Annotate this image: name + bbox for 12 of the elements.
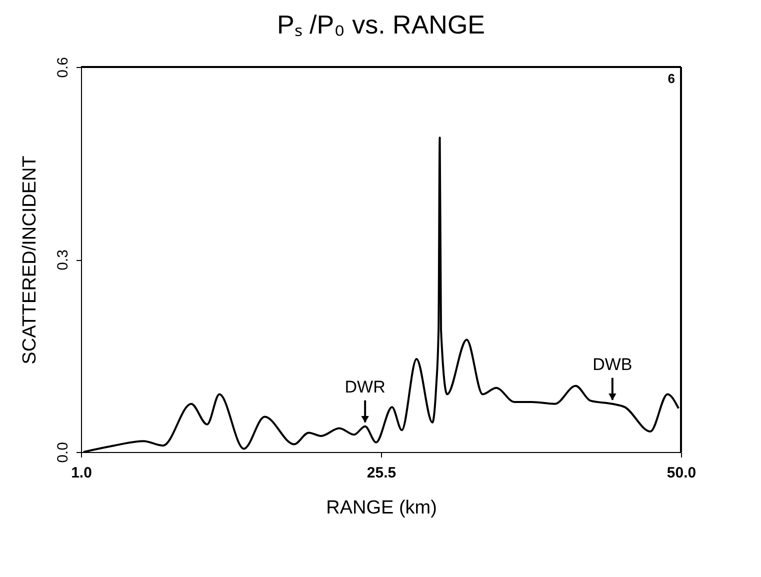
y-axis-title: SCATTERED/INCIDENT [20, 155, 40, 364]
annotation: DWB [592, 354, 632, 374]
y-tick-label: 0.3 [54, 250, 72, 270]
y-tick-label: 0.0 [54, 442, 72, 463]
x-tick-label: 1.0 [71, 464, 92, 482]
y-tick-label: 0.6 [54, 57, 72, 78]
annotation: DWR [344, 377, 386, 396]
x-tick-label: 25.5 [366, 464, 396, 482]
annotation: 6 [668, 71, 675, 86]
chart-title: Pₛ /P₀ vs. RANGE [276, 10, 486, 40]
x-tick-label: 50.0 [666, 464, 696, 482]
x-axis-title: RANGE (km) [326, 498, 437, 518]
